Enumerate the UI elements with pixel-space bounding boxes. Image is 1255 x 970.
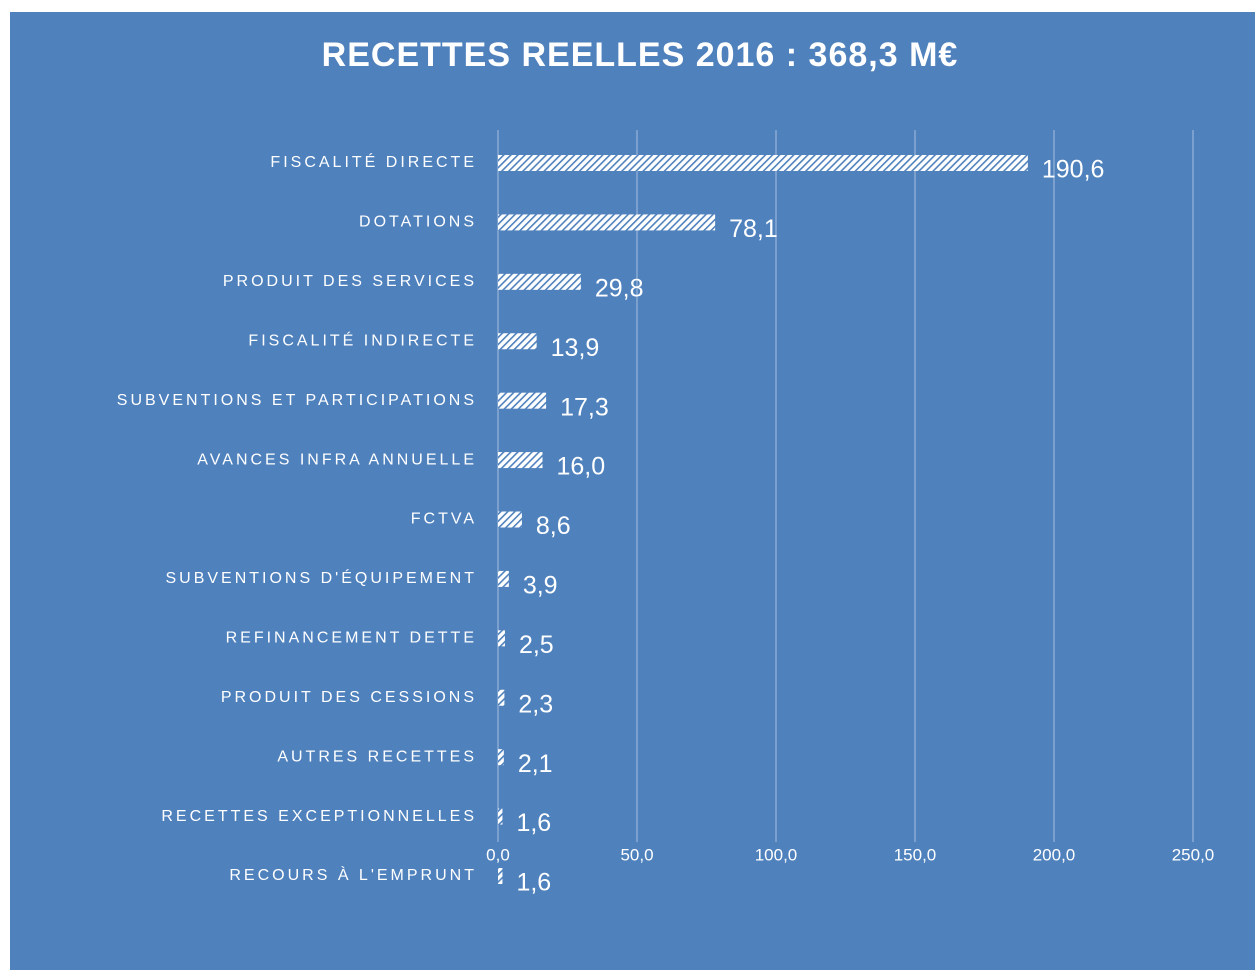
category-label: FCTVA (411, 511, 477, 528)
category-label: REFINANCEMENT DETTE (226, 630, 477, 647)
bar (498, 511, 522, 528)
category-label: AUTRES RECETTES (277, 748, 477, 765)
bar (498, 452, 543, 469)
category-label: PRODUIT DES SERVICES (223, 273, 477, 290)
x-tick-label: 200,0 (1033, 845, 1076, 864)
x-tick-label: 250,0 (1172, 845, 1215, 864)
category-label: DOTATIONS (359, 214, 477, 231)
bar (498, 749, 504, 766)
data-label: 1,6 (516, 869, 551, 897)
category-label: RECOURS À L'EMPRUNT (229, 865, 477, 884)
category-label: AVANCES INFRA ANNUELLE (197, 451, 477, 468)
data-label: 3,9 (523, 572, 558, 600)
data-label: 2,3 (518, 690, 553, 718)
data-label: 190,6 (1042, 156, 1105, 184)
data-label: 16,0 (556, 453, 605, 481)
bar (498, 808, 503, 825)
category-label: SUBVENTIONS ET PARTICIPATIONS (117, 392, 477, 409)
category-label: FISCALITÉ INDIRECTE (248, 330, 477, 349)
category-label: SUBVENTIONS D'ÉQUIPEMENT (165, 568, 477, 587)
x-tick-label: 150,0 (894, 845, 937, 864)
bar (498, 570, 509, 587)
bar (498, 392, 547, 409)
chart-background (10, 12, 1255, 970)
category-label: PRODUIT DES CESSIONS (221, 689, 477, 706)
x-tick-label: 100,0 (755, 845, 798, 864)
chart-title: RECETTES REELLES 2016 : 368,3 M€ (322, 36, 959, 74)
x-tick-label: 0,0 (486, 845, 510, 864)
data-label: 2,5 (519, 631, 554, 659)
data-label: 13,9 (551, 334, 600, 362)
category-label: RECETTES EXCEPTIONNELLES (161, 808, 477, 825)
data-label: 78,1 (729, 215, 778, 243)
data-label: 29,8 (595, 274, 644, 302)
data-label: 1,6 (516, 809, 551, 837)
data-label: 2,1 (518, 750, 553, 778)
data-label: 17,3 (560, 393, 609, 421)
x-tick-label: 50,0 (620, 845, 653, 864)
data-label: 8,6 (536, 512, 571, 540)
bar (498, 214, 716, 231)
bar (498, 273, 581, 290)
bar (498, 155, 1028, 171)
category-label: FISCALITÉ DIRECTE (270, 152, 477, 171)
bar (498, 689, 505, 706)
bar (498, 333, 537, 350)
bar (498, 630, 505, 647)
bar (498, 868, 503, 884)
